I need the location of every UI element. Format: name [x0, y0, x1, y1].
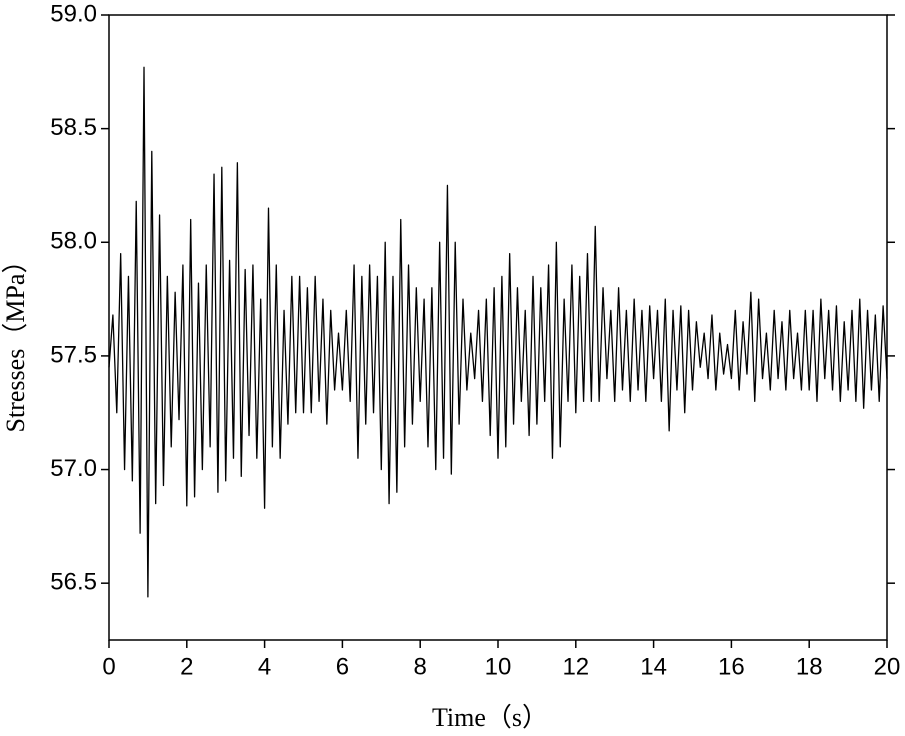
- x-tick-label: 10: [485, 653, 512, 680]
- x-tick-label: 20: [874, 653, 901, 680]
- x-axis-title: Time（s）: [432, 703, 548, 732]
- y-tick-label: 57.5: [50, 341, 97, 368]
- y-tick-label: 58.0: [50, 228, 97, 255]
- x-tick-label: 2: [180, 653, 193, 680]
- x-tick-label: 6: [336, 653, 349, 680]
- x-tick-label: 12: [562, 653, 589, 680]
- y-tick-label: 58.5: [50, 114, 97, 141]
- y-tick-label: 57.0: [50, 455, 97, 482]
- y-tick-label: 59.0: [50, 0, 97, 27]
- x-tick-label: 18: [796, 653, 823, 680]
- x-tick-label: 0: [102, 653, 115, 680]
- y-axis-title: Stresses（MPa）: [1, 248, 30, 433]
- x-tick-label: 14: [640, 653, 667, 680]
- y-tick-label: 56.5: [50, 569, 97, 596]
- data-line: [108, 66, 888, 598]
- x-tick-label: 16: [718, 653, 745, 680]
- plot-frame: [108, 14, 888, 641]
- x-tick-label: 8: [414, 653, 427, 680]
- x-tick-label: 4: [258, 653, 271, 680]
